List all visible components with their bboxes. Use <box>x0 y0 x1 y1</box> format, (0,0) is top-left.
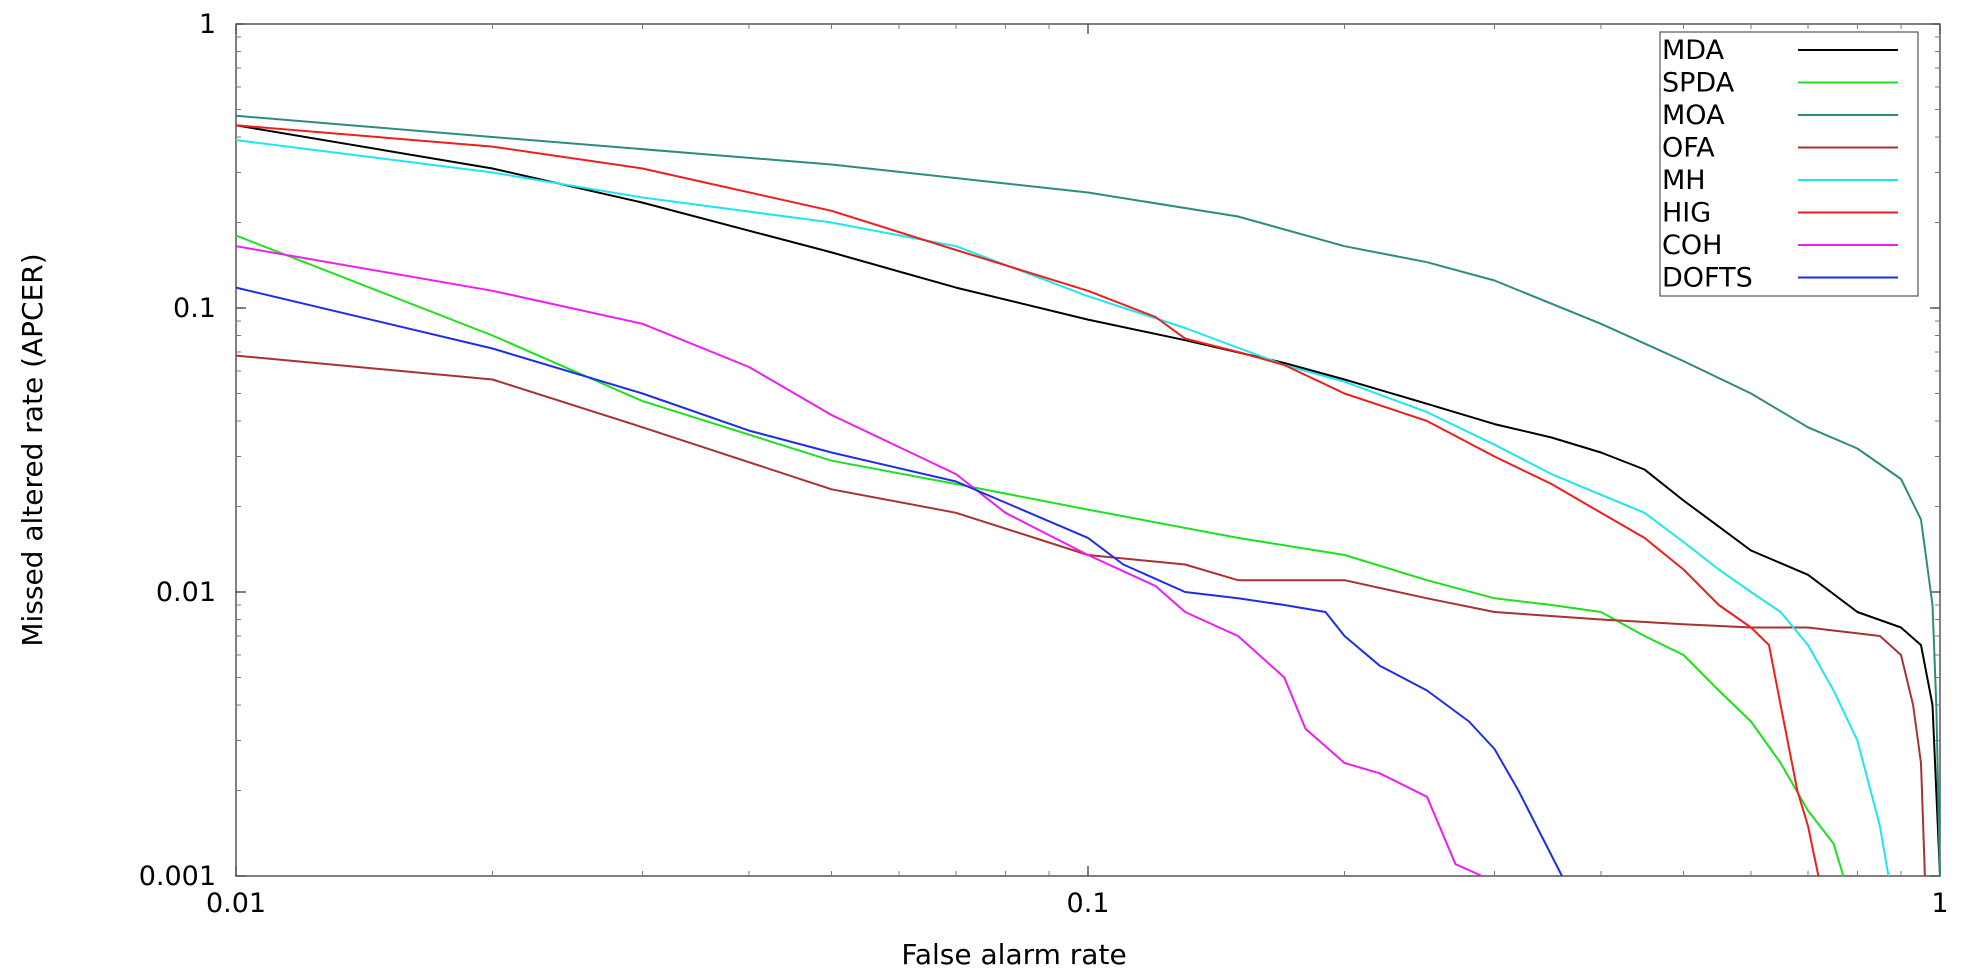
series-line-hig <box>235 124 1820 877</box>
series-line-mda <box>235 124 1941 877</box>
series-line-spda <box>235 234 1845 877</box>
x-axis-label: False alarm rate <box>901 938 1126 970</box>
x-tick-label: 0.1 <box>1067 888 1110 919</box>
y-tick-label: 0.01 <box>156 577 216 608</box>
legend-label-mda: MDA <box>1662 35 1725 66</box>
legend-label-hig: HIG <box>1662 198 1711 229</box>
y-tick-label: 0.001 <box>139 861 216 892</box>
y-tick-label: 1 <box>199 9 216 40</box>
legend-label-moa: MOA <box>1662 100 1725 131</box>
series-line-mh <box>235 139 1890 877</box>
series-line-moa <box>235 114 1941 877</box>
legend-label-ofa: OFA <box>1662 133 1715 164</box>
legend-label-spda: SPDA <box>1662 68 1735 99</box>
series-line-dofts <box>235 286 1563 877</box>
legend-box <box>1659 31 1919 297</box>
series-line-coh <box>235 245 1483 877</box>
series-lines <box>235 114 1941 877</box>
y-tick-label: 0.1 <box>173 293 216 324</box>
legend-label-dofts: DOFTS <box>1662 263 1753 294</box>
legend-label-mh: MH <box>1662 165 1706 196</box>
x-tick-label: 1 <box>1931 888 1948 919</box>
y-axis-label: Missed altered rate (APCER) <box>16 253 49 646</box>
legend-label-coh: COH <box>1662 230 1722 261</box>
x-tick-label: 0.01 <box>206 888 266 919</box>
plot-area <box>235 23 1941 877</box>
series-line-ofa <box>235 354 1926 877</box>
